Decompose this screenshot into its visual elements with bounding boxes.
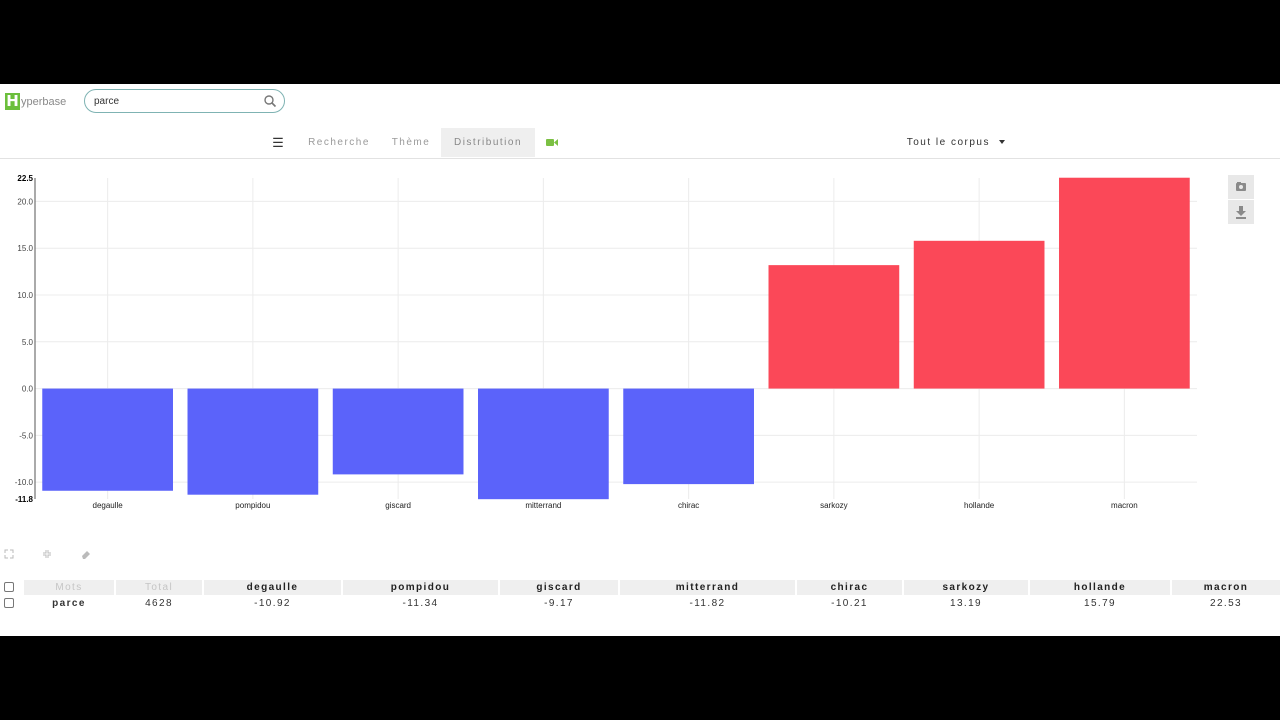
compress-icon[interactable] [42,549,52,559]
cell-word: parce [52,598,86,609]
bar-mitterrand[interactable] [478,388,609,500]
col-header-hollande[interactable]: hollande [1030,580,1170,595]
y-tick-label: 22.5 [17,174,33,183]
col-header-degaulle[interactable]: degaulle [204,580,341,595]
distribution-chart: 22.5 20.0 15.0 10.0 5.0 0.0 -5.0 -10.0 -11.8 dega… [15,174,1197,510]
table-header-row: Mots Total degaulle pompidou giscard mit… [0,580,1280,595]
tab-theme[interactable]: Thème [391,137,431,148]
col-header-macron[interactable]: macron [1172,580,1280,595]
cell-sarkozy: 13.19 [949,598,983,609]
bar-hollande[interactable] [913,240,1045,389]
x-tick-label: pompidou [235,501,270,510]
cell-chirac: -10.21 [831,598,868,609]
cell-macron: 22.53 [1209,598,1243,609]
bar-degaulle[interactable] [42,388,173,491]
video-camera-icon[interactable] [541,128,563,157]
search-icon[interactable] [263,94,277,108]
hyperbase-logo[interactable]: H yperbase [5,93,66,110]
app-window: H yperbase ☰ Recherche Thème Distributio… [0,84,1280,636]
download-icon[interactable] [1228,200,1254,224]
x-tick-label: giscard [385,501,411,510]
col-header-mitterrand[interactable]: mitterrand [620,580,795,595]
corpus-dropdown[interactable]: Tout le corpus [894,128,1018,157]
select-all-checkbox[interactable] [4,582,14,592]
x-tick-label: macron [1111,501,1138,510]
y-tick-label: 10.0 [17,291,33,300]
nav-bar: ☰ Recherche Thème Distribution Tout le c… [0,128,1280,159]
cell-degaulle: -10.92 [254,598,291,609]
y-tick-label: 20.0 [17,197,33,206]
logo-text: yperbase [21,95,67,108]
logo-mark: H [5,92,20,110]
col-header-total[interactable]: Total [116,580,202,595]
col-header-giscard[interactable]: giscard [500,580,618,595]
bar-sarkozy[interactable] [768,265,900,389]
tab-distribution[interactable]: Distribution [441,128,535,157]
cell-hollande: 15.79 [1083,598,1117,609]
table-row: parce 4628 -10.92 -11.34 -9.17 -11.82 -1… [0,596,1280,611]
search-input[interactable] [94,93,254,109]
menu-icon[interactable]: ☰ [272,135,284,150]
expand-icon[interactable] [4,549,14,559]
tab-recherche[interactable]: Recherche [308,137,370,148]
cell-giscard: -9.17 [544,598,574,609]
snapshot-icon[interactable] [1228,175,1254,199]
search-box [84,89,285,113]
y-tick-label: -10.0 [15,478,34,487]
y-tick-label: 0.0 [22,385,34,394]
y-tick-label: 15.0 [17,244,33,253]
cell-pompidou: -11.34 [402,598,439,609]
y-tick-label: 5.0 [22,338,34,347]
x-tick-label: chirac [678,501,699,510]
bar-giscard[interactable] [332,388,464,475]
col-header-sarkozy[interactable]: sarkozy [904,580,1028,595]
bar-chirac[interactable] [623,388,754,485]
row-checkbox[interactable] [4,598,14,608]
eraser-icon[interactable] [81,549,91,559]
x-tick-label: sarkozy [820,501,848,510]
x-tick-label: degaulle [93,501,124,510]
bar-macron[interactable] [1059,177,1190,389]
bar-pompidou[interactable] [187,388,319,495]
cell-total: 4628 [145,598,173,609]
cell-mitterrand: -11.82 [689,598,726,609]
col-header-pompidou[interactable]: pompidou [343,580,498,595]
x-tick-label: mitterrand [525,501,561,510]
col-header-mots[interactable]: Mots [24,580,114,595]
x-tick-label: hollande [964,501,995,510]
col-header-chirac[interactable]: chirac [797,580,902,595]
y-tick-label: -11.8 [15,495,33,504]
corpus-label: Tout le corpus [906,137,990,148]
y-tick-label: -5.0 [19,431,33,440]
caret-down-icon [999,140,1006,145]
